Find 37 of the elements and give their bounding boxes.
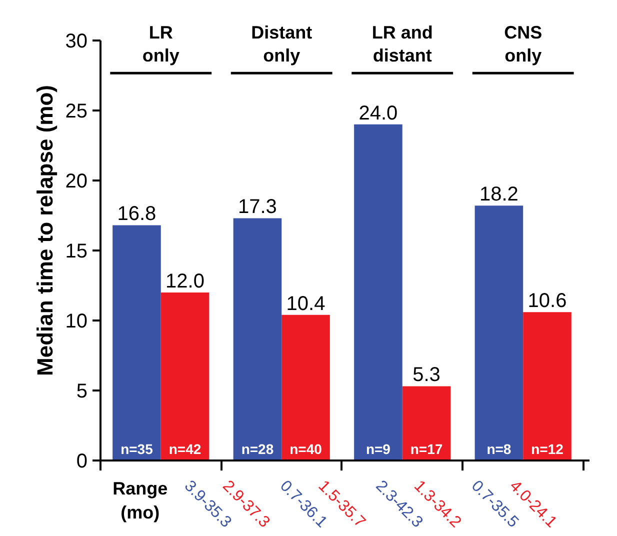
x-tick-label: LR and distant xyxy=(372,22,433,66)
data-label: 10.4 xyxy=(286,292,326,315)
y-tick-label: 5 xyxy=(76,380,88,402)
y-tick-label: 25 xyxy=(65,100,88,122)
y-tick-label: 0 xyxy=(76,450,88,472)
data-label: 17.3 xyxy=(238,196,277,218)
bar xyxy=(160,292,210,460)
annotation: n=17 xyxy=(410,441,443,458)
data-label: 16.8 xyxy=(117,203,156,226)
data-label: 24.0 xyxy=(358,102,398,124)
bar xyxy=(233,218,282,460)
data-label: 5.3 xyxy=(412,364,440,386)
bar xyxy=(282,314,330,460)
y-axis-title: Median time to relapse (mo) xyxy=(32,85,58,376)
bar xyxy=(402,386,451,460)
y-tick-label: 30 xyxy=(65,30,88,52)
x-tick-label: Distant only xyxy=(251,22,312,66)
annotation: n=9 xyxy=(366,441,391,458)
bar xyxy=(474,206,524,460)
bar xyxy=(112,225,161,460)
data-label: 10.6 xyxy=(528,290,567,312)
y-tick-label: 10 xyxy=(65,310,88,332)
bar xyxy=(354,124,402,460)
annotation: n=8 xyxy=(486,441,512,458)
annotation: n=12 xyxy=(531,441,564,458)
text: Range (mo) xyxy=(112,478,168,522)
data-label: 12.0 xyxy=(166,270,204,292)
bar xyxy=(523,312,572,460)
x-tick-label: CNS only xyxy=(504,22,542,66)
annotation: n=40 xyxy=(290,441,322,458)
y-tick-label: 20 xyxy=(65,170,88,192)
annotation: n=35 xyxy=(120,441,154,458)
data-label: 18.2 xyxy=(479,184,518,206)
y-tick-label: 15 xyxy=(65,240,88,262)
x-tick-label: LR only xyxy=(142,22,180,66)
annotation: n=42 xyxy=(168,441,202,458)
annotation: n=28 xyxy=(241,441,274,458)
